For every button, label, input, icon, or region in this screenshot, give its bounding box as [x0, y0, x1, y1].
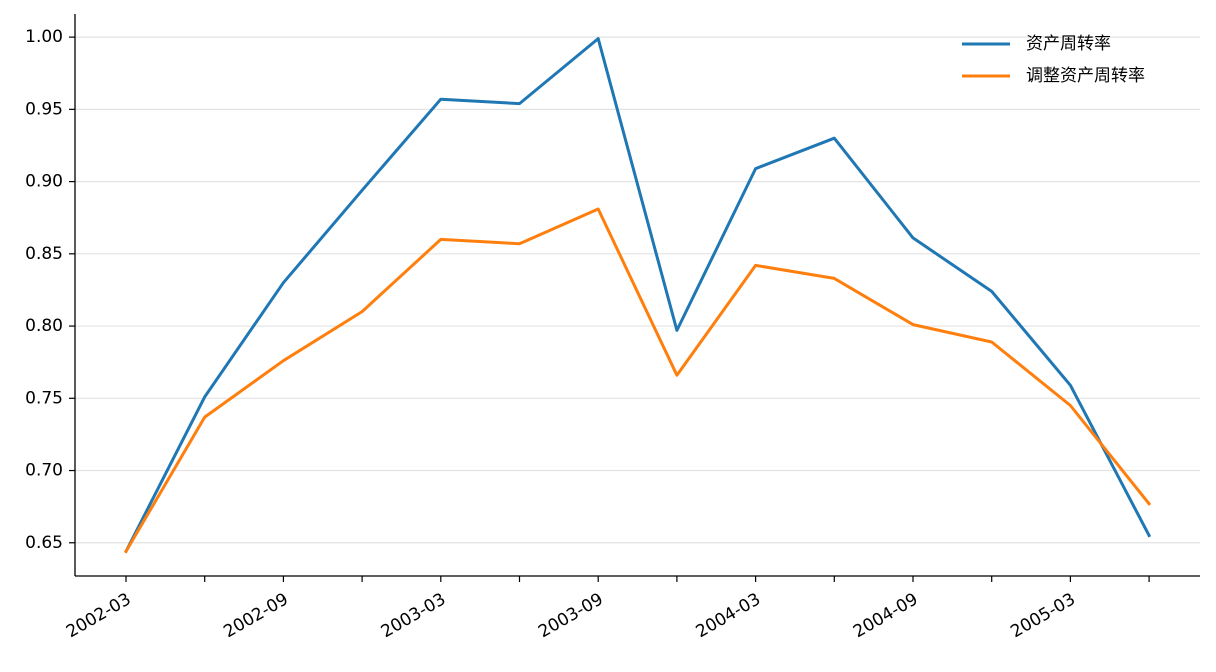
x-tick-label: 2003-09 [535, 589, 607, 642]
y-tick-label: 0.75 [25, 388, 63, 408]
y-tick-label: 0.80 [25, 316, 63, 336]
series-line-1 [123, 37, 1152, 554]
x-tick-label: 2005-03 [1007, 589, 1079, 642]
y-tick-label: 1.00 [25, 27, 63, 47]
y-tick-label: 0.95 [25, 99, 63, 119]
series-lines [123, 37, 1152, 554]
y-tick-label: 0.65 [25, 533, 63, 553]
legend-label-1: 资产周转率 [1026, 34, 1111, 54]
legend-label-2: 调整资产周转率 [1026, 66, 1145, 86]
y-tick-label: 0.70 [25, 461, 63, 481]
x-ticks: 2002-03 2002-09 2003-03 2003-09 2004-03 2004-… [63, 576, 1150, 642]
x-tick-label: 2002-09 [220, 589, 292, 642]
series-line-2 [123, 207, 1152, 554]
y-ticks: 0.65 0.70 0.75 0.80 0.85 0.90 0.95 1.00 [25, 27, 75, 553]
x-tick-label: 2002-03 [63, 589, 135, 642]
x-tick-label: 2003-03 [378, 589, 450, 642]
y-tick-label: 0.90 [25, 172, 63, 192]
y-tick-label: 0.85 [25, 244, 63, 264]
x-tick-label: 2004-03 [693, 589, 765, 642]
axes [74, 14, 1200, 577]
x-tick-label: 2004-09 [850, 589, 922, 642]
